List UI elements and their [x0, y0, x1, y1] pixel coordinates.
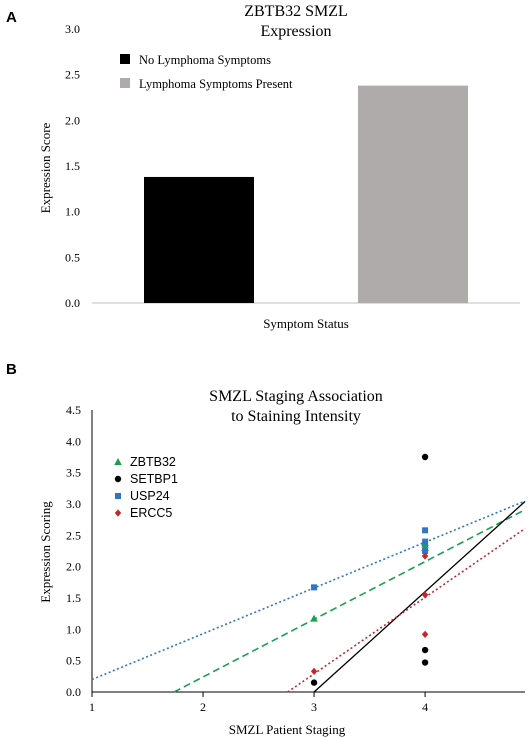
x-tick-label: 3: [311, 700, 317, 714]
legend-label-no-symptoms: No Lymphoma Symptoms: [139, 53, 271, 67]
chart-title-line-1: ZBTB32 SMZL: [244, 3, 348, 20]
trendline-zbtb32: [173, 509, 526, 693]
legend-label-usp24: USP24: [130, 489, 170, 503]
legend-swatch-no-symptoms: [120, 54, 130, 64]
legend-marker-setbp1: [114, 475, 122, 483]
point-setbp1: [310, 679, 318, 686]
chart-title-line-1: SMZL Staging Association: [209, 388, 383, 405]
x-axis-label: SMZL Patient Staging: [229, 722, 346, 737]
y-tick-label: 1.0: [66, 622, 81, 636]
legend-marker-usp24: [115, 493, 121, 499]
point-ercc5: [421, 552, 429, 560]
point-zbtb32: [310, 614, 318, 622]
y-axis-label: Expression Scoring: [38, 501, 53, 603]
legend-label-setbp1: SETBP1: [130, 472, 178, 486]
point-usp24: [422, 527, 429, 534]
x-tick-label: 1: [89, 700, 95, 714]
legend-label-ercc5: ERCC5: [130, 506, 172, 520]
panel-a: A ZBTB32 SMZL Expression 0.0 0.5 1.0 1.5 2.0…: [6, 3, 520, 331]
y-tick-labels: 0.0 0.5 1.0 1.5 2.0 2.5 3.0 3.5 4.0 4.5: [66, 403, 81, 699]
y-tick-label: 2.5: [66, 528, 81, 542]
panel-label-a: A: [6, 9, 17, 26]
y-tick-label: 1.0: [65, 205, 80, 219]
legend-marker-zbtb32: [114, 458, 122, 465]
trendline-ercc5: [287, 527, 526, 693]
panel-b: B SMZL Staging Association to Staining I…: [6, 361, 526, 737]
point-setbp1: [421, 659, 429, 666]
trendlines: [91, 500, 526, 693]
y-tick-label: 1.5: [66, 591, 81, 605]
x-tick-label: 4: [422, 700, 428, 714]
point-ercc5: [310, 667, 318, 675]
y-tick-label: 2.0: [66, 560, 81, 574]
x-axis-label: Symptom Status: [263, 316, 349, 331]
point-setbp1: [421, 646, 429, 654]
legend: No Lymphoma Symptoms Lymphoma Symptoms P…: [120, 53, 293, 91]
bar-lymphoma-symptoms-present: [358, 85, 468, 303]
data-points: [310, 453, 429, 686]
bar-no-lymphoma-symptoms: [144, 176, 254, 303]
bars: [144, 85, 468, 303]
y-tick-label: 0.5: [65, 250, 80, 264]
legend-label-symptoms-present: Lymphoma Symptoms Present: [139, 77, 293, 91]
point-ercc5: [421, 630, 429, 638]
y-tick-label: 2.5: [65, 68, 80, 82]
y-tick-label: 2.0: [65, 113, 80, 127]
y-tick-label: 1.5: [65, 159, 80, 173]
legend-label-zbtb32: ZBTB32: [130, 455, 176, 469]
y-tick-label: 3.0: [66, 497, 81, 511]
y-tick-label: 3.5: [66, 466, 81, 480]
point-usp24: [422, 548, 429, 554]
x-tick-labels: 1 2 3 4: [89, 692, 428, 714]
legend: ZBTB32 SETBP1 USP24 ERCC5: [114, 455, 178, 520]
point-ercc5: [421, 591, 429, 599]
point-setbp1: [421, 453, 429, 461]
panel-label-b: B: [6, 361, 17, 378]
y-axis-label: Expression Score: [38, 122, 53, 213]
trendline-usp24: [91, 500, 526, 681]
chart-title-line-2: to Staining Intensity: [231, 408, 361, 425]
point-usp24: [422, 538, 429, 545]
x-tick-label: 2: [200, 700, 206, 714]
y-tick-label: 3.0: [65, 22, 80, 36]
y-tick-label: 0.5: [66, 654, 81, 668]
point-usp24: [311, 584, 318, 591]
y-tick-label: 4.0: [66, 434, 81, 448]
y-tick-label: 0.0: [65, 296, 80, 310]
y-tick-label: 4.5: [66, 403, 81, 417]
chart-title-line-2: Expression: [260, 23, 331, 40]
y-tick-labels: 0.0 0.5 1.0 1.5 2.0 2.5 3.0: [65, 22, 80, 310]
legend-swatch-symptoms-present: [120, 78, 130, 88]
trendline-setbp1: [313, 501, 526, 693]
y-tick-label: 0.0: [66, 685, 81, 699]
legend-marker-ercc5: [114, 509, 122, 517]
